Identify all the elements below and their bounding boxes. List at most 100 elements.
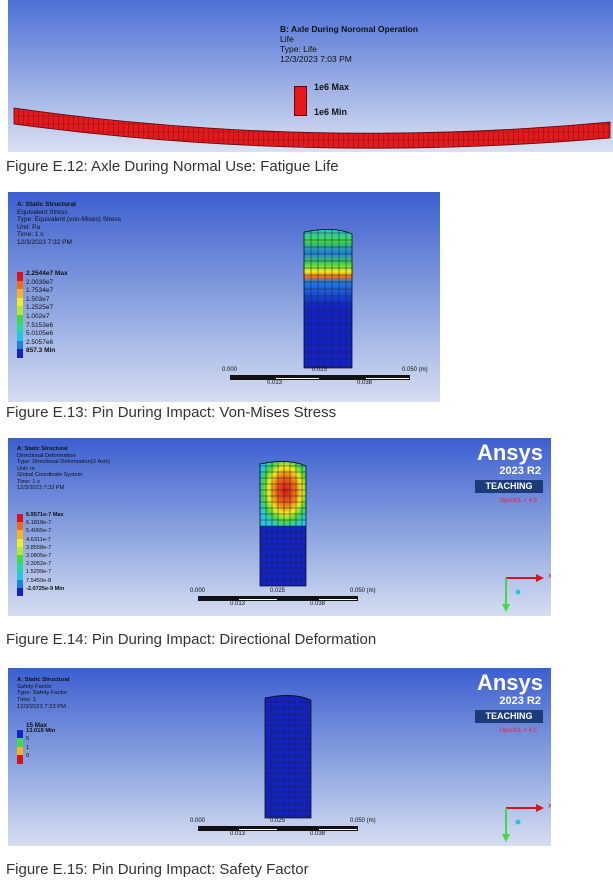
ruler-label: 0.000 [190,588,206,594]
header-line: Type: Equivalent (von-Mises) Stress [17,216,122,223]
header-title: A: Static Structural [17,201,76,208]
legend-label: 5.4065e-7 [26,528,52,535]
figure-e15-header: A: Static Structural Safety Factor Type:… [17,677,70,711]
opengl-notice: OpenGL < 4.5 [499,498,537,504]
axle-model [13,107,611,149]
legend-label: 1.2525e7 [26,304,54,312]
legend-label: 5 [26,736,30,743]
header-line: Time: 1 s [17,231,44,238]
figure-e14-caption: Figure E.14: Pin During Impact: Directio… [6,631,377,648]
ruler-segment [318,598,358,601]
legend-swatch [17,332,23,341]
ruler-label: 0.013 [230,831,246,837]
ruler-label: 0.025 [270,588,286,594]
legend-swatch [17,514,23,523]
axis-x-label: X [548,574,551,580]
legend-label: 3.8558e-7 [26,544,52,551]
pin-model [303,229,353,369]
legend-label: 0 [26,753,30,760]
ruler-segment [198,828,238,831]
ruler-label: 0.038 [310,601,326,607]
header-line: Unit: m [17,465,35,472]
ruler-label: 0.050 (m) [350,818,376,824]
figure-e15-panel: A: Static Structural Safety Factor Type:… [8,668,551,846]
legend-swatch [17,755,23,764]
legend-swatch [17,587,23,596]
legend-label: 857.3 Min [26,347,56,355]
legend-label: 13.019 Min [26,728,56,734]
legend-label: 3.0805e-7 [26,553,52,559]
legend-label: 1.503e7 [26,295,50,303]
axis-y-label: Y [504,836,509,842]
figure-e13-caption: Figure E.13: Pin During Impact: Von-Mise… [6,404,337,421]
legend-swatch [17,579,23,588]
header-line: Equivalent Stress [17,208,68,216]
legend-label: 1.002e7 [26,313,50,320]
legend-label: 2.2544e7 Max [26,270,68,277]
legend-swatch [17,272,23,281]
figure-e12-panel: B: Axle During Noromal Operation Life Ty… [8,0,613,152]
figure-e12-caption: Figure E.12: Axle During Normal Use: Fat… [6,158,339,175]
ruler-label: 0.038 [310,831,326,837]
legend-label: 6.9571e-7 Max [26,512,64,518]
legend-label: 2.5057e6 [26,338,54,346]
legend-swatch [17,323,23,333]
legend-swatch [17,530,23,539]
header-line: 12/3/2023 7:03 PM [280,54,352,64]
teaching-badge: TEACHING [475,710,543,723]
legend-swatch [17,315,23,324]
ruler-segment [320,377,365,380]
coordinate-triad [502,804,544,842]
header-line: 12/3/2023 7:33 PM [17,485,65,491]
header-line: Life [280,34,294,44]
ruler-label: 0.025 [270,818,286,824]
header-title: A: Static Structural [17,446,68,452]
ruler-bar-top [230,375,410,377]
ruler-bar-top [198,826,358,828]
ansys-version: 2023 R2 [499,695,541,707]
header-line: Type: Life [280,44,317,54]
axis-y-label: Y [504,606,509,612]
ruler-label: 0.025 [312,367,328,373]
figure-e14-panel: A: Static Structural Directional Deforma… [8,438,551,616]
legend-label: 7.5459e-8 [26,577,52,584]
ruler-segment [275,377,320,380]
header-line: Safety Factor [17,683,52,690]
legend-swatch [17,571,23,580]
axis-x-label: X [548,804,551,810]
ruler-label: 0.013 [267,380,283,386]
legend-swatch [17,280,23,290]
pin-model [264,695,312,819]
ruler-segment [365,377,410,380]
ruler-label: 0.038 [357,380,373,386]
scale-ruler: 0.000 0.025 0.050 (m) 0.013 0.038 [190,588,376,610]
ruler-segment [238,828,278,831]
ruler-label: 0.050 (m) [350,588,376,594]
ruler-label: 0.000 [222,367,238,373]
legend-swatch [294,86,307,116]
legend-swatch [17,546,23,555]
legend-swatch [17,746,23,756]
legend-swatch [17,289,23,298]
ansys-logo: Ansys [476,440,543,465]
scale-ruler: 0.000 0.025 0.050 (m) 0.013 0.038 [222,367,428,389]
legend-swatch [17,538,23,547]
ruler-segment [278,598,318,601]
header-line: Type: Safety Factor [17,690,68,697]
ruler-label: 0.013 [230,601,246,607]
teaching-badge: TEACHING [475,480,543,493]
legend-swatch [17,738,23,747]
header-line: Unit: Pa [17,223,41,231]
ruler-segment [318,828,358,831]
opengl-notice: OpenGL < 4.5 [499,728,537,734]
legend-label: 1 [26,744,30,751]
figure-e12-header: B: Axle During Noromal Operation Life Ty… [280,24,418,64]
header-title: B: Axle During Noromal Operation [280,24,419,34]
legend-label: 4.6311e-7 [26,536,51,543]
scale-ruler: 0.000 0.025 0.050 (m) 0.013 0.038 [190,818,376,840]
legend-swatch [17,555,23,564]
legend-label: -2.0725e-9 Min [26,585,65,592]
figure-e13-panel: A: Static Structural Equivalent Stress T… [8,192,440,402]
ruler-segment [238,598,278,601]
legend-label: 2.3052e-7 [26,561,52,568]
